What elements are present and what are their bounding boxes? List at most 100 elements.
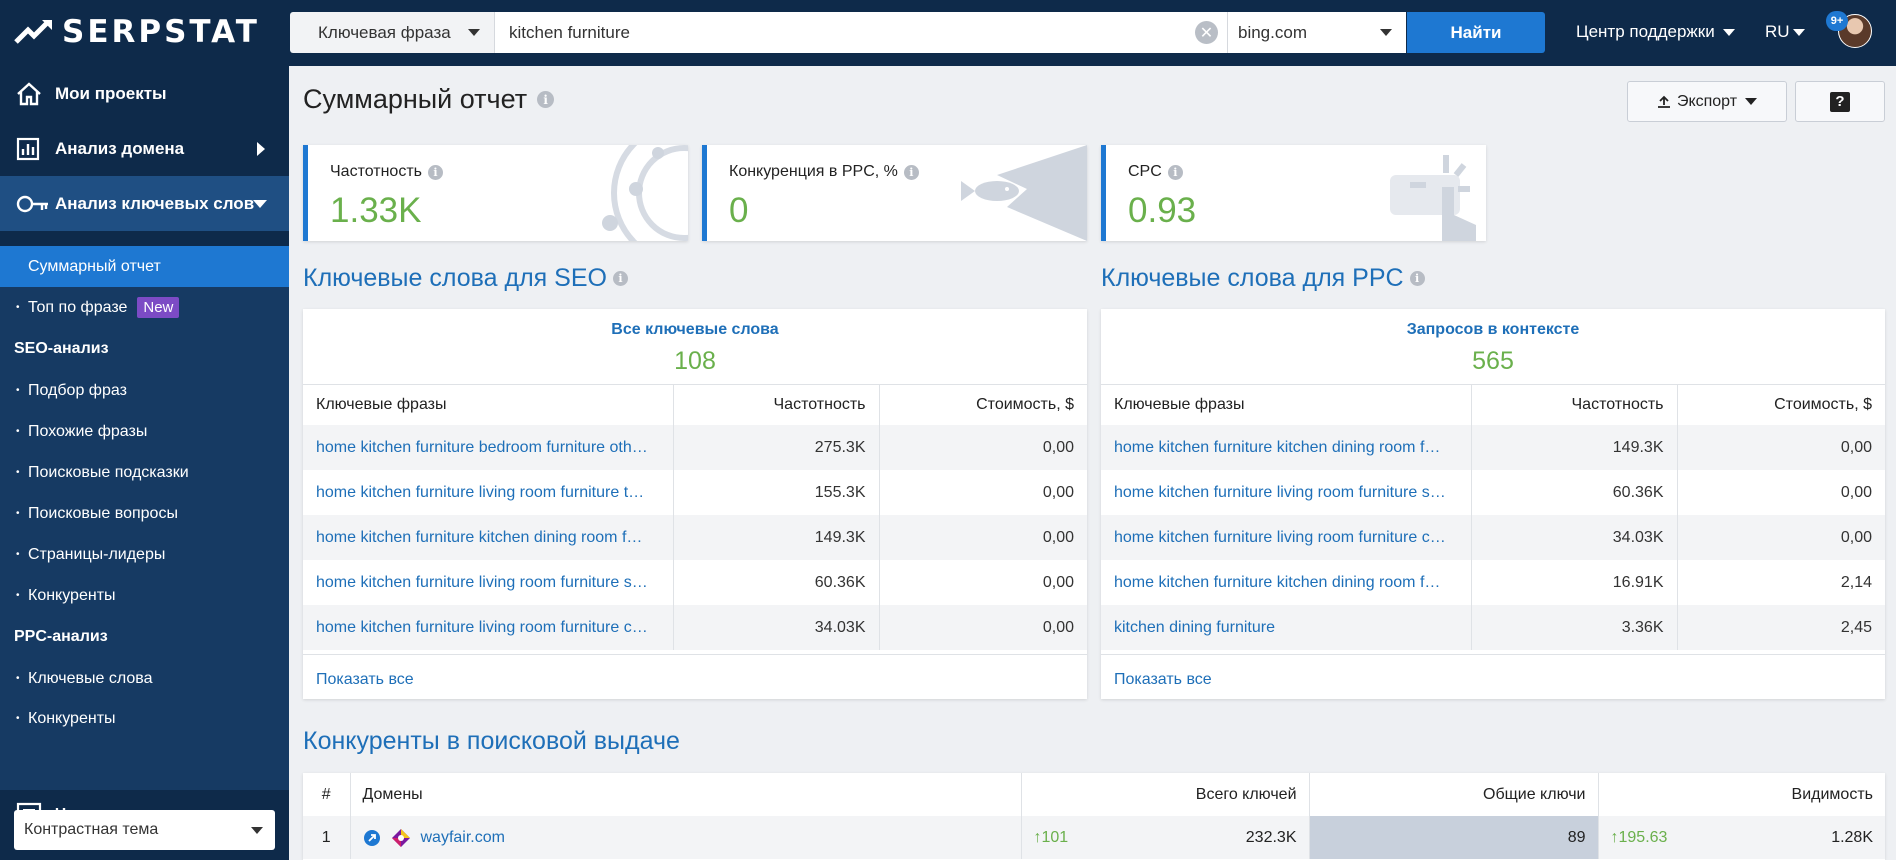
keyword-link[interactable]: home kitchen furniture bedroom furniture… bbox=[303, 425, 673, 470]
cost-cell: 2,45 bbox=[1676, 605, 1885, 650]
column-header[interactable]: Стоимость, $ bbox=[878, 385, 1087, 425]
find-button[interactable]: Найти bbox=[1407, 12, 1545, 53]
chevron-down-icon bbox=[1722, 28, 1735, 36]
visibility-value: 1.28K bbox=[1831, 828, 1873, 846]
table-row: home kitchen furniture living room furni… bbox=[303, 605, 1087, 650]
key-icon bbox=[16, 195, 48, 212]
seo-keywords-title-text: Ключевые слова для SEO bbox=[303, 264, 607, 292]
ppc-summary-label[interactable]: Запросов в контексте bbox=[1406, 321, 1580, 338]
keyword-link[interactable]: home kitchen furniture living room furni… bbox=[316, 573, 648, 591]
ppc-show-all-link[interactable]: Показать все bbox=[1114, 671, 1212, 688]
metric-card-cpc: CPC i 0.93 bbox=[1101, 145, 1486, 241]
external-link-icon[interactable] bbox=[363, 829, 381, 847]
frequency-cell: 3.36K bbox=[1470, 605, 1677, 650]
sidebar-item-seo-competitors[interactable]: Конкуренты bbox=[0, 575, 289, 616]
search-input[interactable] bbox=[495, 12, 1227, 53]
page-title: Суммарный отчет i bbox=[303, 84, 555, 115]
sidebar-item-top-pages[interactable]: Страницы-лидеры bbox=[0, 534, 289, 575]
seo-summary-count: 108 bbox=[674, 347, 716, 375]
support-center-label: Центр поддержки bbox=[1576, 22, 1715, 41]
search-type-select[interactable]: Ключевая фраза bbox=[290, 12, 495, 53]
search-type-label: Ключевая фраза bbox=[318, 22, 451, 42]
sidebar-item-phrase-selection[interactable]: Подбор фраз bbox=[0, 370, 289, 411]
panel-footer bbox=[303, 654, 1087, 699]
clear-search-icon[interactable]: ✕ bbox=[1195, 21, 1218, 44]
table-row: home kitchen furniture kitchen dining ro… bbox=[1101, 560, 1885, 605]
info-icon[interactable]: i bbox=[1409, 271, 1425, 286]
ppc-analysis-heading: PPC-анализ bbox=[14, 628, 108, 645]
info-icon[interactable]: i bbox=[903, 164, 919, 180]
keyword-link[interactable]: kitchen dining furniture bbox=[1101, 605, 1471, 650]
cost-cell: 2,14 bbox=[1676, 560, 1885, 605]
sidebar-item-ppc-keywords[interactable]: Ключевые слова bbox=[0, 658, 289, 699]
language-select[interactable]: RU bbox=[1765, 22, 1805, 42]
info-icon[interactable]: i bbox=[1167, 164, 1183, 180]
seo-analysis-heading: SEO-анализ bbox=[14, 340, 109, 357]
sidebar-item-top-phrase[interactable]: Топ по фразе New bbox=[0, 287, 289, 328]
info-icon[interactable]: i bbox=[427, 164, 443, 180]
keyword-link[interactable]: home kitchen furniture living room furni… bbox=[316, 483, 645, 501]
serpstat-logo[interactable]: SERPSTAT bbox=[14, 14, 260, 50]
keyword-link[interactable]: home kitchen furniture kitchen dining ro… bbox=[1114, 573, 1441, 591]
table-row: home kitchen furniture living room furni… bbox=[303, 470, 1087, 515]
visibility-delta-value: 195.63 bbox=[1618, 828, 1668, 846]
sidebar: Мои проекты Анализ домена Анализ ключевы… bbox=[0, 66, 289, 860]
column-header[interactable]: Общие ключи bbox=[1308, 773, 1598, 816]
theme-select[interactable]: Контрастная тема bbox=[14, 810, 275, 850]
sidebar-item-label: Мои проекты bbox=[55, 83, 167, 103]
sidebar-item-keyword-analysis[interactable]: Анализ ключевых слов bbox=[0, 176, 289, 231]
radar-illustration-icon bbox=[602, 145, 688, 241]
column-header[interactable]: Видимость bbox=[1597, 773, 1885, 816]
metric-label: Конкуренция в PPC, % i bbox=[729, 163, 919, 181]
export-button[interactable]: Экспорт bbox=[1627, 81, 1787, 122]
page-title-text: Суммарный отчет bbox=[303, 84, 528, 114]
ppc-summary: Запросов в контексте 565 bbox=[1101, 309, 1885, 385]
sidebar-item-domain-analysis[interactable]: Анализ домена bbox=[0, 121, 289, 176]
seo-summary-label[interactable]: Все ключевые слова bbox=[611, 321, 779, 338]
sidebar-item-projects[interactable]: Мои проекты bbox=[0, 66, 289, 121]
seo-show-all-link[interactable]: Показать все bbox=[316, 671, 414, 688]
sidebar-item-summary[interactable]: Суммарный отчет bbox=[0, 246, 289, 287]
notification-badge[interactable]: 9+ bbox=[1826, 11, 1848, 31]
column-header[interactable]: Частотность bbox=[1470, 385, 1677, 425]
total-keys-delta: ↑101 bbox=[1033, 828, 1069, 846]
column-header[interactable]: Частотность bbox=[672, 385, 879, 425]
cost-cell: 0,00 bbox=[878, 560, 1087, 605]
frequency-cell: 60.36K bbox=[672, 560, 879, 605]
cost-cell: 0,00 bbox=[878, 470, 1087, 515]
visibility-delta: ↑195.63 bbox=[1610, 828, 1668, 846]
column-header[interactable]: Ключевые фразы bbox=[316, 396, 447, 413]
language-label: RU bbox=[1765, 22, 1790, 41]
help-button[interactable]: ? bbox=[1795, 81, 1885, 122]
info-icon[interactable]: i bbox=[537, 91, 555, 108]
support-center-menu[interactable]: Центр поддержки bbox=[1576, 22, 1735, 42]
logo-icon bbox=[14, 20, 52, 44]
column-header[interactable]: Стоимость, $ bbox=[1676, 385, 1885, 425]
table-header: Ключевые фразы Частотность Стоимость, $ bbox=[303, 385, 1087, 425]
domain-link[interactable]: wayfair.com bbox=[420, 828, 505, 846]
competitors-title: Конкуренты в поисковой выдаче bbox=[303, 727, 680, 755]
logo-text: SERPSTAT bbox=[62, 14, 260, 50]
column-header[interactable]: Домены bbox=[349, 773, 1021, 816]
search-engine-select[interactable]: bing.com bbox=[1227, 12, 1406, 53]
sidebar-item-search-suggestions[interactable]: Поисковые подсказки bbox=[0, 452, 289, 493]
new-badge: New bbox=[137, 297, 180, 318]
sidebar-item-search-questions[interactable]: Поисковые вопросы bbox=[0, 493, 289, 534]
keyword-link[interactable]: home kitchen furniture living room furni… bbox=[303, 605, 673, 650]
seo-keywords-panel: Все ключевые слова 108 Ключевые фразы Ча… bbox=[303, 309, 1087, 699]
ppc-summary-count: 565 bbox=[1472, 347, 1514, 375]
sidebar-item-label: Топ по фразе bbox=[28, 298, 128, 316]
sidebar-item-ppc-competitors[interactable]: Конкуренты bbox=[0, 698, 289, 739]
metric-label-text: CPC bbox=[1128, 163, 1162, 180]
keyword-link[interactable]: home kitchen furniture living room furni… bbox=[1101, 515, 1471, 560]
info-icon[interactable]: i bbox=[612, 271, 628, 286]
keyword-link[interactable]: home kitchen furniture kitchen dining ro… bbox=[303, 515, 673, 560]
sidebar-item-label: Подбор фраз bbox=[28, 381, 127, 399]
seo-keywords-title: Ключевые слова для SEO i bbox=[303, 264, 628, 293]
table-header: Ключевые фразы Частотность Стоимость, $ bbox=[1101, 385, 1885, 425]
keyword-link[interactable]: home kitchen furniture living room furni… bbox=[1114, 483, 1446, 501]
column-header[interactable]: Всего ключей bbox=[1020, 773, 1309, 816]
keyword-link[interactable]: home kitchen furniture kitchen dining ro… bbox=[1101, 425, 1471, 470]
column-header[interactable]: Ключевые фразы bbox=[1114, 396, 1245, 413]
sidebar-item-similar-phrases[interactable]: Похожие фразы bbox=[0, 411, 289, 452]
